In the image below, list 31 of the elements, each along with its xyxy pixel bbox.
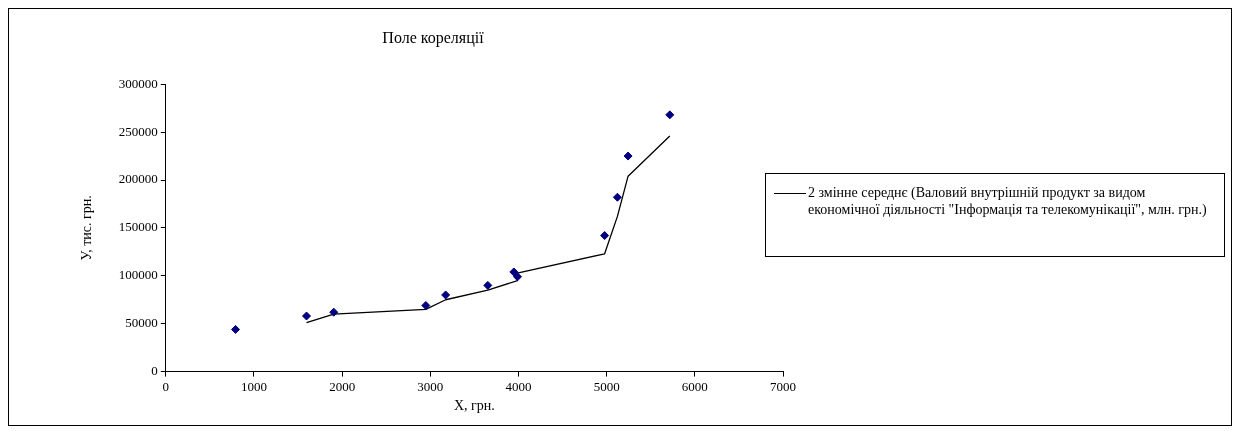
- y-tick-label: 250000: [118, 123, 158, 139]
- point: [302, 311, 312, 321]
- chart-title: Поле кореляції: [382, 28, 485, 47]
- point: [513, 272, 523, 282]
- x-tick-label: 1000: [240, 378, 267, 394]
- point: [441, 290, 451, 300]
- point: [665, 110, 675, 120]
- y-tick-label: 0: [151, 363, 158, 379]
- point: [612, 192, 622, 202]
- point: [623, 151, 633, 161]
- y-tick-label: 50000: [125, 315, 158, 331]
- point: [483, 280, 493, 290]
- x-tick-label: 5000: [593, 378, 620, 394]
- x-tick-label: 3000: [417, 378, 444, 394]
- point: [231, 324, 241, 334]
- x-axis-title: Х, грн.: [453, 398, 495, 414]
- point: [329, 307, 339, 317]
- y-tick-label: 300000: [118, 75, 158, 91]
- x-tick-label: 6000: [681, 378, 708, 394]
- y-tick-label: 150000: [118, 219, 158, 235]
- point: [600, 231, 610, 241]
- x-tick-label: 0: [162, 378, 170, 394]
- point: [509, 267, 519, 277]
- x-tick-label: 7000: [770, 378, 796, 394]
- legend-label: 2 змінне середнє (Валовий внутрішній продукт за видом економічної діяльності "Інформація та телекомунікації", млн. грн.): [808, 184, 1208, 218]
- x-tick-label: 4000: [505, 378, 532, 394]
- y-tick-label: 100000: [118, 267, 158, 283]
- y-axis-title: У, тис. грн.: [79, 195, 95, 261]
- y-tick-label: 200000: [118, 171, 158, 187]
- x-tick-label: 2000: [329, 378, 356, 394]
- point: [421, 301, 431, 310]
